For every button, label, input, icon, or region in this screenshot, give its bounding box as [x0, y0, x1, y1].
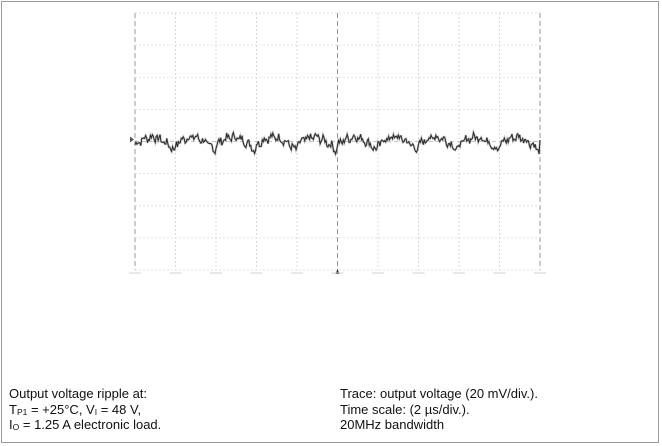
caption-right: Trace: output voltage (20 mV/div.). Time…	[340, 386, 538, 433]
caption-right-line2: Time scale: (2 µs/div.).	[340, 401, 470, 417]
channel-ground-marker	[130, 136, 134, 143]
caption-right-line3: 20MHz bandwidth	[340, 417, 445, 432]
caption-left-line3: IO = 1.25 A electronic load.	[9, 417, 162, 432]
trace-group	[133, 128, 542, 158]
caption-left-line2: TP1 = +25°C, VI = 48 V,	[9, 401, 142, 417]
caption-left: Output voltage ripple at: TP1 = +25°C, V…	[9, 386, 161, 433]
axis-markers	[129, 136, 546, 274]
caption-left-line1: Output voltage ripple at:	[9, 386, 148, 401]
output-voltage-trace	[134, 130, 541, 156]
caption-right-line1: Trace: output voltage (20 mV/div.).	[340, 386, 538, 401]
